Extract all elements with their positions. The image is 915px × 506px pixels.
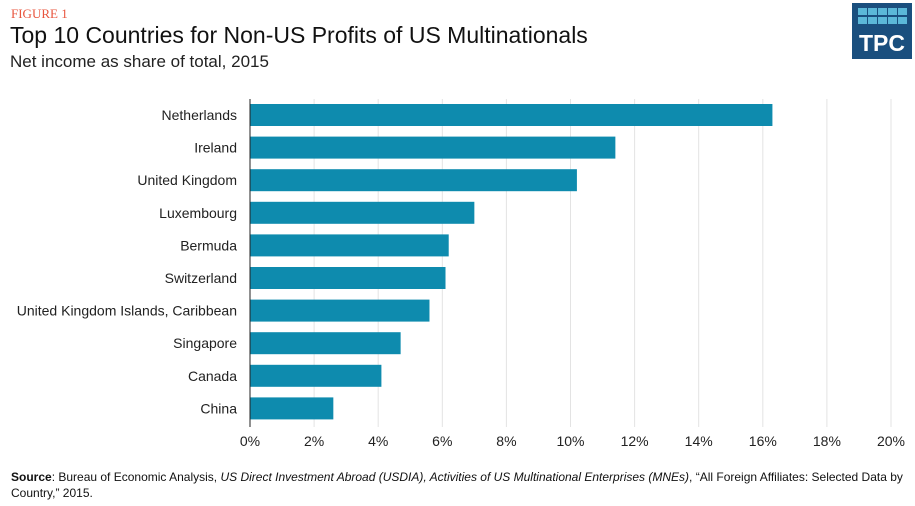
x-tick-label: 0% [240,433,260,449]
source-label: Source [11,470,52,484]
bar [250,364,382,387]
chart-title: Top 10 Countries for Non-US Profits of U… [10,22,588,48]
x-tick-label: 14% [685,433,713,449]
bar [250,169,577,192]
logo-square [878,17,887,24]
category-label: Switzerland [165,270,237,286]
x-tick-label: 8% [496,433,516,449]
category-label: Bermuda [180,237,237,253]
bar [250,136,616,159]
bar-chart: 0% 2% 4% 6% 8% 10% 12% 14% 16% 18% 20% Netherlands I… [17,99,905,449]
bar [250,299,430,322]
category-label: United Kingdom Islands, Caribbean [17,303,237,319]
logo-square [888,17,897,24]
tpc-logo: TPC [852,3,912,59]
logo-square [868,17,877,24]
figure-label: FIGURE 1 [11,6,68,21]
x-tick-label: 20% [877,433,905,449]
category-label: Canada [188,368,237,384]
logo-square [898,17,907,24]
source-title: US Direct Investment Abroad (USDIA), Act… [220,470,690,484]
x-tick-label: 6% [432,433,452,449]
source-text-2: , “All Foreign Affiliates: Selected Data… [11,470,903,500]
x-tick-label: 12% [621,433,649,449]
bar [250,267,446,289]
x-tick-label: 18% [813,433,841,449]
logo-text: TPC [859,30,905,56]
logo-square [868,8,877,15]
bar [250,201,475,224]
category-label: Ireland [194,140,237,156]
chart-subtitle: Net income as share of total, 2015 [10,52,269,71]
bar [250,332,401,355]
category-label: China [200,400,237,416]
x-tick-label: 16% [749,433,777,449]
category-label: Netherlands [162,107,238,123]
x-tick-label: 2% [304,433,324,449]
bar [250,104,773,126]
category-label: Singapore [173,335,237,351]
source-text: : Bureau of Economic Analysis, [51,470,221,484]
logo-square [888,8,897,15]
category-label: Luxembourg [159,205,237,221]
x-tick-label: 10% [556,433,584,449]
logo-square [898,8,907,15]
logo-square [878,8,887,15]
logo-square [858,8,867,15]
category-label: United Kingdom [137,172,237,188]
bar [250,234,449,257]
source-note: Source: Bureau of Economic Analysis, US … [11,469,911,501]
x-tick-label: 4% [368,433,388,449]
logo-square [858,17,867,24]
bar [250,397,334,420]
